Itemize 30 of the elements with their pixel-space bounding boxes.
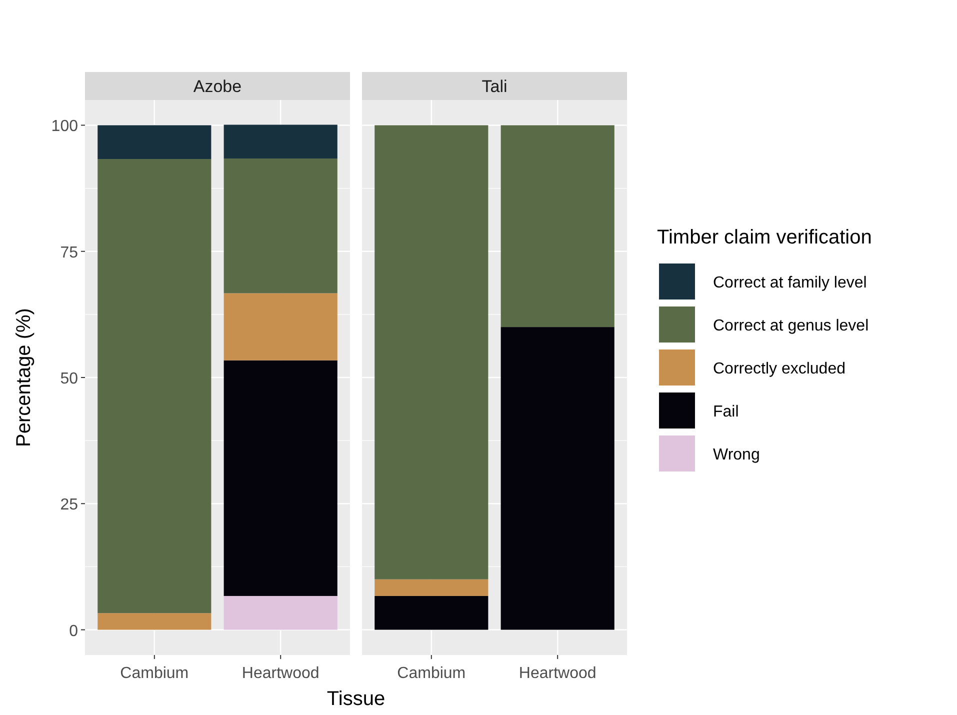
bar: [224, 124, 338, 159]
chart-title: Tali: [482, 77, 508, 96]
legend-title: Timber claim verification: [657, 226, 872, 248]
legend-label: Correct at genus level: [713, 318, 869, 334]
x-axis-title: Tissue: [326, 688, 386, 710]
bar: [500, 327, 614, 630]
legend-label: Wrong: [713, 446, 760, 464]
y-tick-label: 100: [51, 118, 78, 136]
legend-label: Correct at family level: [713, 274, 867, 292]
y-axis-title: Percentage (%): [13, 308, 35, 447]
y-tick-label: 0: [69, 622, 78, 640]
x-tick-label: Heartwood: [242, 665, 320, 682]
bar: [98, 125, 212, 160]
bar: [500, 125, 614, 328]
bar: [224, 158, 338, 294]
legend-label: Correctly excluded: [713, 360, 846, 378]
bar: [98, 613, 212, 630]
y-tick-label: 75: [60, 244, 78, 262]
bar: [224, 293, 338, 360]
bar: [224, 596, 338, 630]
bar: [224, 360, 338, 596]
x-tick-label: Cambium: [397, 665, 466, 682]
bar: [374, 579, 488, 596]
bar: [374, 596, 488, 630]
y-tick-label: 25: [60, 496, 78, 514]
y-tick-label: 50: [60, 370, 78, 388]
chart-title: Azobe: [193, 77, 242, 96]
x-tick-label: Cambium: [120, 665, 189, 682]
x-tick-label: Heartwood: [518, 665, 596, 682]
legend-label: Fail: [713, 404, 739, 420]
